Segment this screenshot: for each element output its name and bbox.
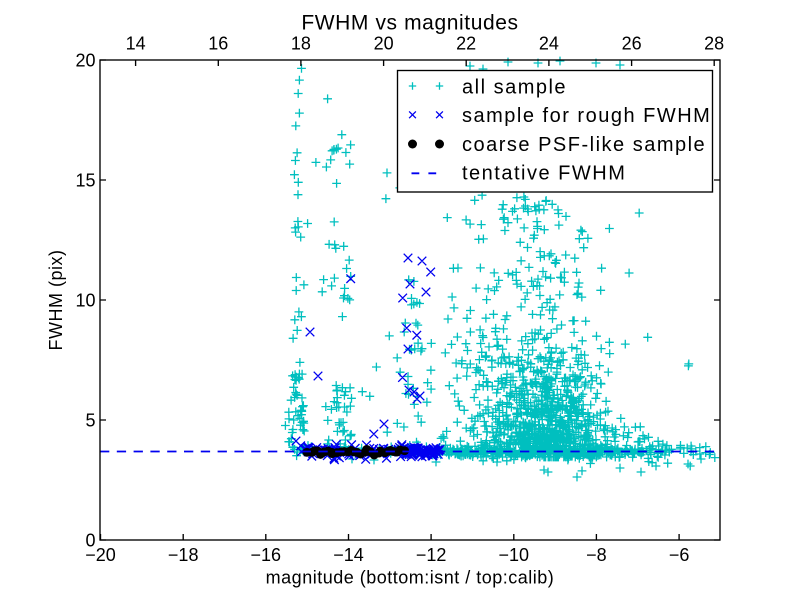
svg-text:15: 15 [75,171,95,191]
svg-text:20: 20 [374,34,394,54]
svg-text:24: 24 [539,34,559,54]
svg-text:5: 5 [85,411,95,431]
svg-text:22: 22 [456,34,476,54]
svg-text:coarse PSF-like sample: coarse PSF-like sample [462,134,706,156]
svg-text:26: 26 [622,34,642,54]
svg-text:sample for rough FWHM: sample for rough FWHM [462,105,711,127]
svg-text:14: 14 [126,34,146,54]
svg-text:−14: −14 [333,545,364,565]
svg-text:10: 10 [75,291,95,311]
svg-text:16: 16 [208,34,228,54]
svg-text:−20: −20 [85,545,116,565]
svg-text:tentative FWHM: tentative FWHM [462,163,626,185]
svg-text:−10: −10 [499,545,530,565]
svg-text:28: 28 [704,34,724,54]
svg-text:20: 20 [75,51,95,71]
svg-text:FWHM vs magnitudes: FWHM vs magnitudes [301,12,518,35]
svg-text:18: 18 [291,34,311,54]
svg-text:−12: −12 [416,545,447,565]
svg-text:FWHM (pix): FWHM (pix) [46,250,66,351]
svg-text:all sample: all sample [462,76,567,98]
svg-text:−6: −6 [669,545,690,565]
svg-text:0: 0 [85,531,95,551]
svg-text:−16: −16 [251,545,282,565]
svg-text:−18: −18 [168,545,199,565]
svg-text:magnitude (bottom:isnt / top:c: magnitude (bottom:isnt / top:calib) [266,568,555,588]
svg-text:−8: −8 [586,545,607,565]
